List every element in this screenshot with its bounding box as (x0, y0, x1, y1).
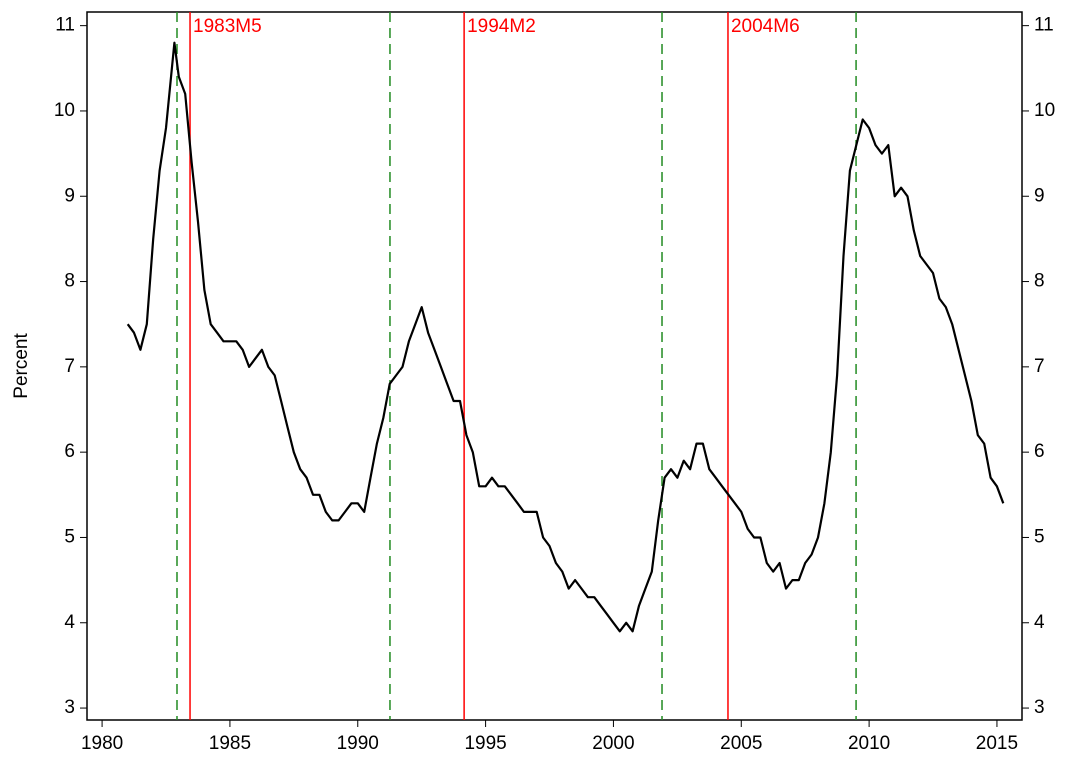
x-tick-label: 1985 (209, 733, 251, 754)
y-tick-label: 7 (64, 356, 75, 377)
y2-tick-label: 10 (1034, 100, 1055, 121)
y-tick-label: 9 (64, 185, 75, 206)
y2-tick-label: 5 (1034, 526, 1045, 547)
y-tick-label: 8 (64, 271, 75, 292)
x-tick-label: 2010 (848, 733, 890, 754)
y2-tick-label: 9 (1034, 185, 1045, 206)
y-axis-label: Percent (11, 333, 32, 399)
y2-tick-label: 6 (1034, 441, 1045, 462)
data-line (126, 41, 1005, 633)
y2-tick-label: 11 (1034, 15, 1054, 36)
event-label: 1994M2 (467, 16, 536, 37)
y-tick-label: 10 (54, 100, 75, 121)
y-tick-label: 6 (64, 441, 75, 462)
x-tick-label: 1980 (81, 733, 123, 754)
y-tick-label: 5 (64, 526, 75, 547)
y-tick-label: 4 (64, 612, 75, 633)
plot-frame (86, 11, 1023, 721)
y-tick-label: 3 (64, 697, 75, 718)
y2-tick-label: 4 (1034, 612, 1045, 633)
x-tick-label: 2000 (592, 733, 634, 754)
y2-tick-label: 8 (1034, 271, 1045, 292)
event-label: 2004M6 (731, 16, 800, 37)
x-tick-label: 2015 (976, 733, 1018, 754)
event-label: 1983M5 (193, 16, 262, 37)
x-tick-label: 1995 (464, 733, 506, 754)
y2-tick-label: 3 (1034, 697, 1045, 718)
x-tick-label: 1990 (337, 733, 379, 754)
x-tick-label: 2005 (720, 733, 762, 754)
y-tick-label: 11 (55, 15, 75, 36)
y2-tick-label: 7 (1034, 356, 1045, 377)
